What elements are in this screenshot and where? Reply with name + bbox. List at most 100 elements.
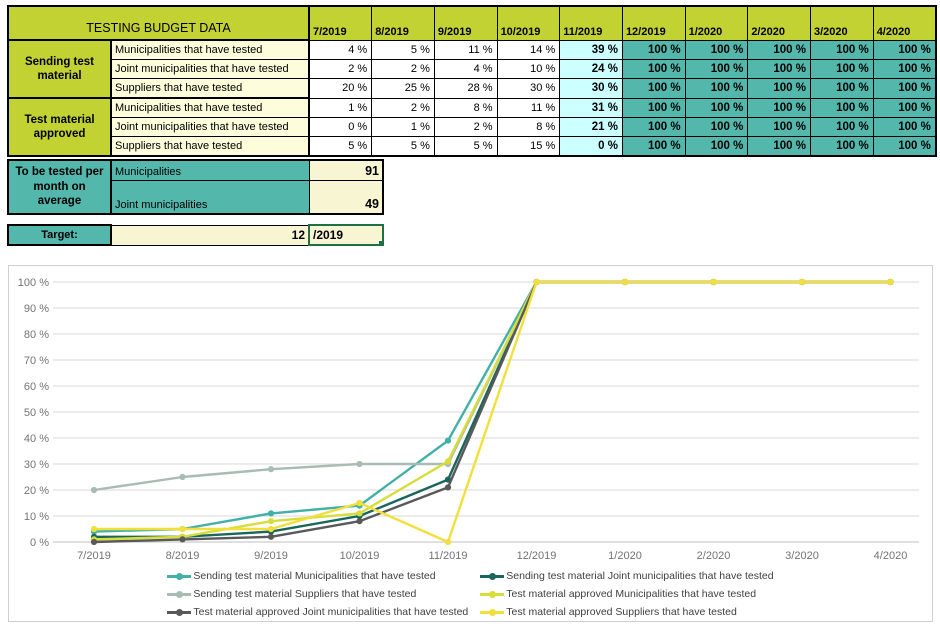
group-label[interactable]: Test material approved	[7, 97, 112, 157]
value-cell[interactable]: 100 %	[684, 97, 749, 118]
legend-item[interactable]: Sending test material Joint municipaliti…	[480, 567, 774, 585]
table-row: Suppliers that have tested 20 % 25 % 28 % 30…	[8, 78, 937, 99]
month-header[interactable]: 3/2020	[810, 5, 874, 41]
value-cell[interactable]: 39 %	[559, 39, 623, 60]
value-cell[interactable]: 0 %	[559, 136, 623, 157]
value-cell[interactable]: 28 %	[433, 78, 498, 99]
value-cell[interactable]: 100 %	[872, 59, 937, 79]
legend-item[interactable]: Sending test material Municipalities tha…	[167, 567, 468, 585]
value-cell[interactable]: 100 %	[747, 117, 811, 137]
value-cell[interactable]: 100 %	[684, 136, 749, 157]
value-cell[interactable]: 100 %	[810, 97, 874, 118]
row-label[interactable]: Joint municipalities that have tested	[110, 117, 310, 137]
row-label[interactable]: Suppliers that have tested	[110, 78, 310, 99]
value-cell[interactable]: 2 %	[308, 59, 373, 79]
chart[interactable]: 0 % 10 % 20 % 30 % 40 % 50 % 60 % 70 % 80 % 90 % 1…	[8, 265, 933, 622]
value-cell[interactable]: 8 %	[433, 97, 498, 118]
value-cell[interactable]: 21 %	[559, 117, 623, 137]
value-cell[interactable]: 1 %	[308, 97, 373, 118]
value-cell[interactable]: 30 %	[559, 78, 623, 99]
month-header[interactable]: 8/2019	[371, 5, 435, 41]
value-cell[interactable]: 8 %	[496, 117, 561, 137]
averages-value[interactable]: 49	[308, 180, 384, 215]
value-cell[interactable]: 4 %	[433, 59, 498, 79]
value-cell[interactable]: 100 %	[621, 117, 686, 137]
value-cell[interactable]: 4 %	[308, 39, 373, 60]
value-cell[interactable]: 100 %	[621, 39, 686, 60]
legend-label: Test material approved Municipalities th…	[506, 588, 757, 600]
selected-cell[interactable]: /2019	[308, 224, 384, 246]
value-cell[interactable]: 11 %	[433, 39, 498, 60]
legend-item[interactable]: Test material approved Suppliers that ha…	[480, 603, 773, 621]
averages-row-label[interactable]: Municipalities	[110, 159, 310, 181]
value-cell[interactable]: 2 %	[371, 97, 435, 118]
value-cell[interactable]: 2 %	[371, 59, 435, 79]
value-cell[interactable]: 100 %	[872, 136, 937, 157]
month-header[interactable]: 10/2019	[496, 5, 561, 41]
value-cell[interactable]: 0 %	[308, 117, 373, 137]
group-label[interactable]: Sending test material	[7, 39, 112, 99]
value-cell[interactable]: 5 %	[371, 39, 435, 60]
value-cell[interactable]: 100 %	[621, 78, 686, 99]
row-label[interactable]: Municipalities that have tested	[110, 39, 310, 60]
value-cell[interactable]: 5 %	[371, 136, 435, 157]
value-cell[interactable]: 100 %	[684, 39, 749, 60]
value-cell[interactable]: 5 %	[433, 136, 498, 157]
value-cell[interactable]: 100 %	[810, 78, 874, 99]
value-cell[interactable]: 100 %	[621, 59, 686, 79]
value-cell[interactable]: 24 %	[559, 59, 623, 79]
value-cell[interactable]: 100 %	[747, 78, 811, 99]
averages-row-label[interactable]: Joint municipalities	[110, 180, 310, 215]
value-cell[interactable]: 10 %	[496, 59, 561, 79]
value-cell[interactable]: 15 %	[496, 136, 561, 157]
month-header[interactable]: 4/2020	[872, 5, 937, 41]
value-cell[interactable]: 30 %	[496, 78, 561, 99]
value-cell[interactable]: 100 %	[810, 39, 874, 60]
value-cell[interactable]: 2 %	[433, 117, 498, 137]
value-cell[interactable]: 25 %	[371, 78, 435, 99]
row-label[interactable]: Suppliers that have tested	[110, 136, 310, 157]
legend-item[interactable]: Test material approved Municipalities th…	[480, 585, 773, 603]
legend-item[interactable]: Sending test material Suppliers that hav…	[167, 585, 468, 603]
value-cell[interactable]: 100 %	[621, 136, 686, 157]
value-cell[interactable]: 100 %	[872, 39, 937, 60]
averages-value[interactable]: 91	[308, 159, 384, 181]
row-label[interactable]: Joint municipalities that have tested	[110, 59, 310, 79]
value-cell[interactable]: 100 %	[810, 59, 874, 79]
averages-table: To be tested per month on average Munici…	[7, 159, 384, 215]
value-cell[interactable]: 20 %	[308, 78, 373, 99]
value-cell[interactable]: 100 %	[684, 117, 749, 137]
value-cell[interactable]: 11 %	[496, 97, 561, 118]
value-cell[interactable]: 1 %	[371, 117, 435, 137]
averages-title[interactable]: To be tested per month on average	[7, 159, 112, 215]
value-cell[interactable]: 100 %	[747, 97, 811, 118]
value-cell[interactable]: 100 %	[684, 59, 749, 79]
value-cell[interactable]: 100 %	[684, 78, 749, 99]
value-cell[interactable]: 100 %	[810, 136, 874, 157]
month-header[interactable]: 7/2019	[308, 5, 373, 41]
month-header[interactable]: 9/2019	[433, 5, 498, 41]
month-header[interactable]: 1/2020	[684, 5, 749, 41]
value-cell[interactable]: 100 %	[747, 59, 811, 79]
month-header[interactable]: 12/2019	[621, 5, 686, 41]
legend-item[interactable]: Test material approved Joint municipalit…	[167, 603, 468, 621]
fill-handle-icon[interactable]	[378, 240, 381, 243]
value-cell[interactable]: 100 %	[747, 136, 811, 157]
value-cell[interactable]: 5 %	[308, 136, 373, 157]
value-cell[interactable]: 14 %	[496, 39, 561, 60]
value-cell[interactable]: 100 %	[872, 97, 937, 118]
value-cell[interactable]: 100 %	[810, 117, 874, 137]
row-label[interactable]: Municipalities that have tested	[110, 97, 310, 118]
target-label[interactable]: Target:	[7, 224, 112, 246]
month-header[interactable]: 2/2020	[747, 5, 811, 41]
data-point	[179, 525, 186, 533]
value-cell[interactable]: 100 %	[872, 117, 937, 137]
table-title[interactable]: TESTING BUDGET DATA	[7, 5, 310, 41]
value-cell[interactable]: 100 %	[872, 78, 937, 99]
value-cell[interactable]: 100 %	[621, 97, 686, 118]
data-point	[444, 484, 452, 491]
value-cell[interactable]: 31 %	[559, 97, 623, 118]
month-header[interactable]: 11/2019	[559, 5, 623, 41]
value-cell[interactable]: 100 %	[747, 39, 811, 60]
target-value[interactable]: 12	[110, 224, 310, 246]
